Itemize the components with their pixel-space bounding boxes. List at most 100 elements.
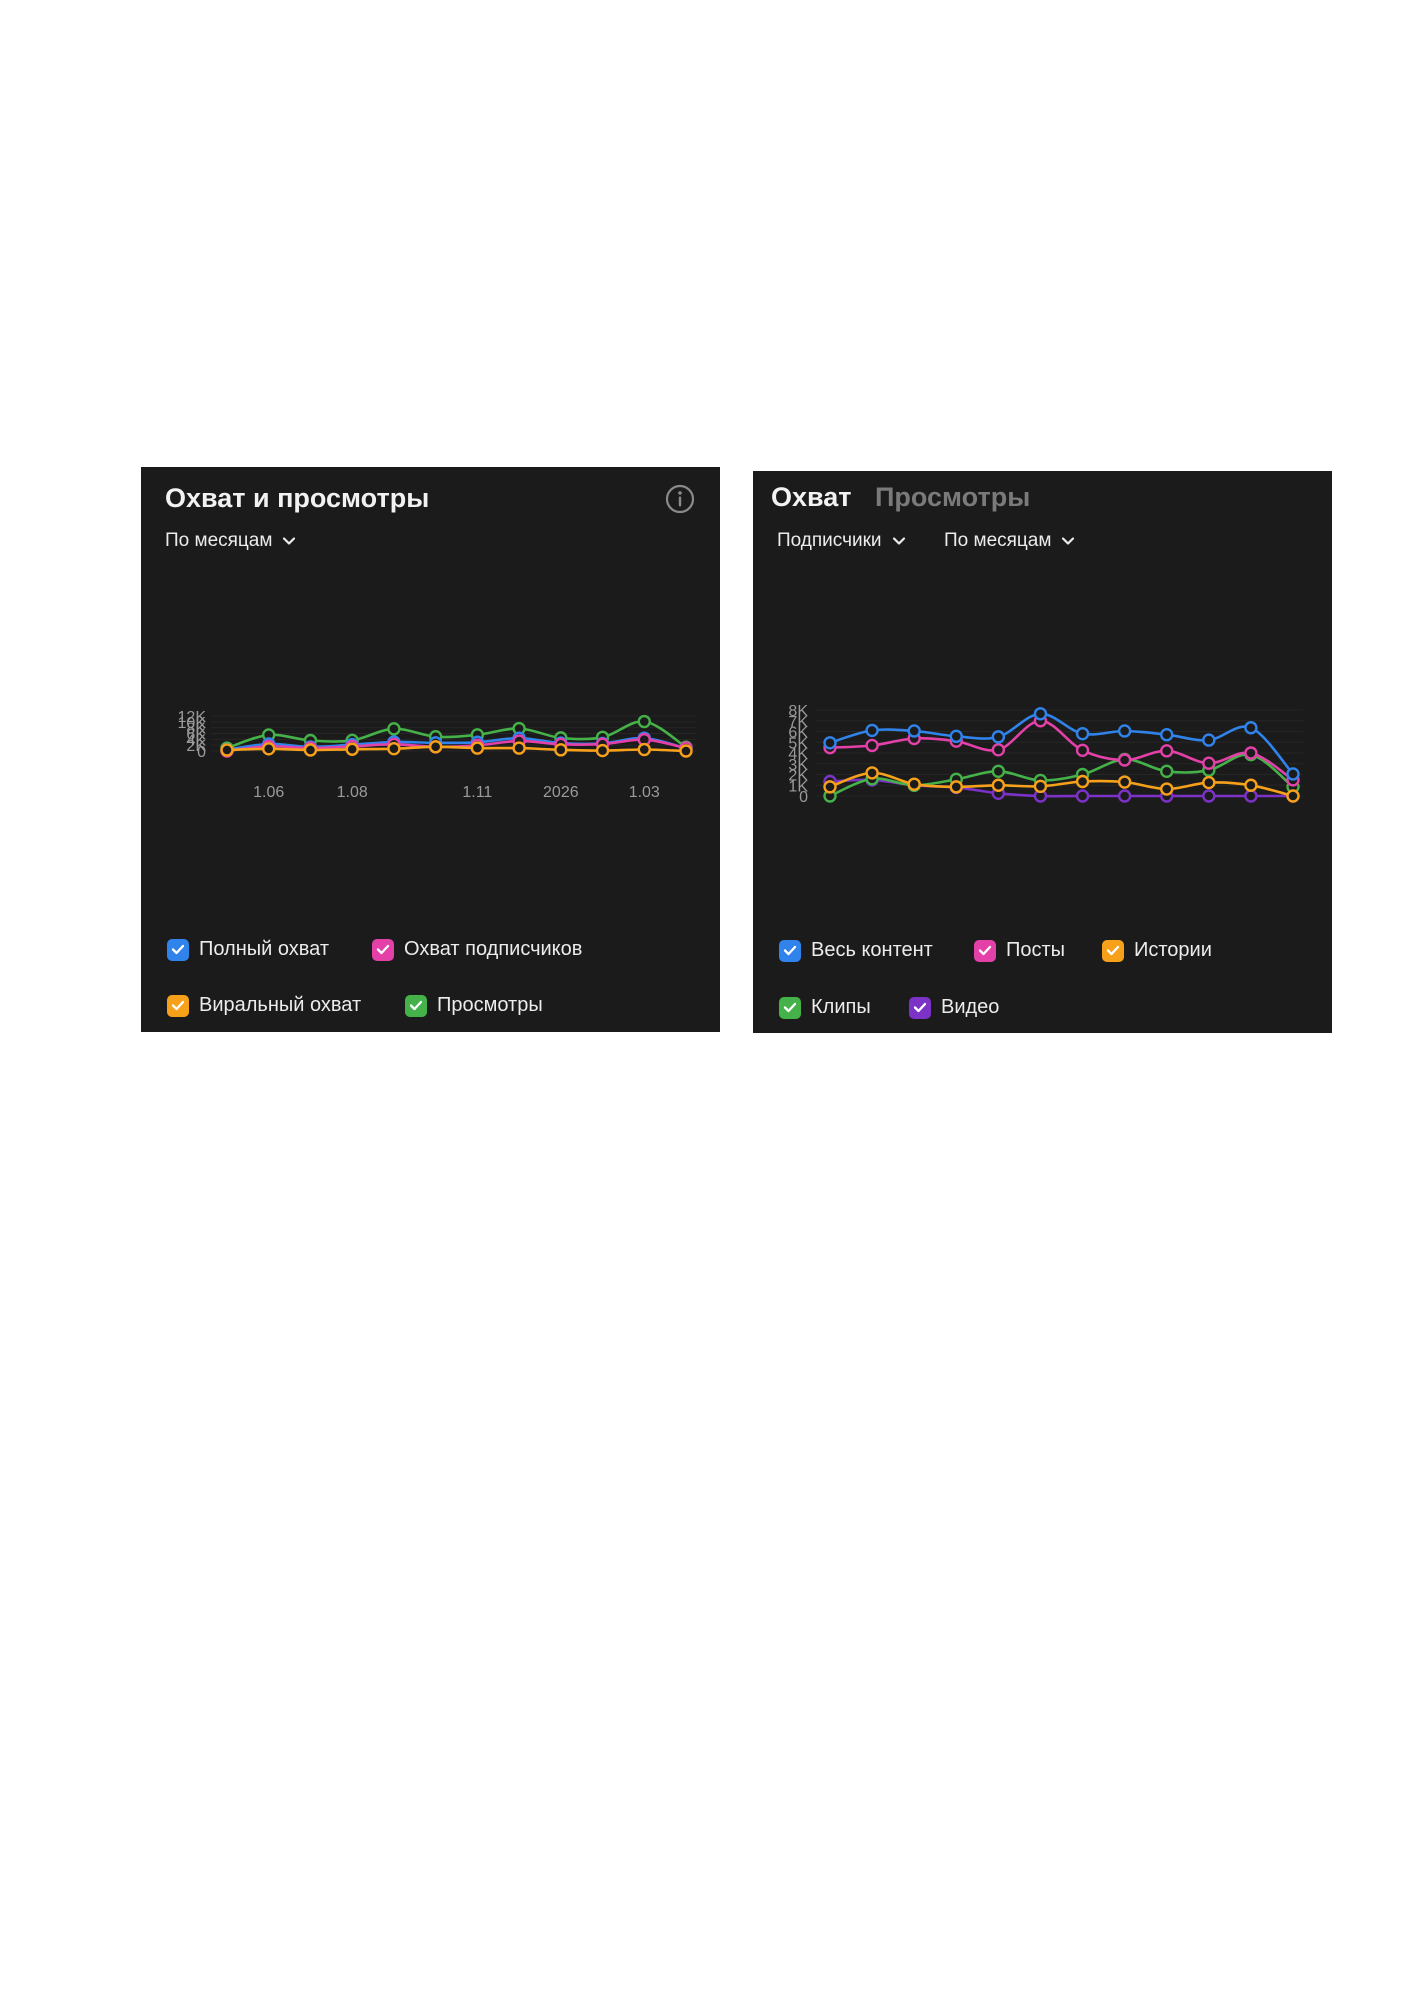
data-point — [1202, 756, 1216, 770]
data-point — [1075, 726, 1090, 741]
legend-label: Весь контент — [811, 939, 933, 961]
y-tick-label: 2K — [788, 768, 808, 785]
legend-item-video[interactable]: Видео — [909, 996, 999, 1019]
y-tick-label: 1K — [788, 778, 808, 795]
legend-label: Посты — [1006, 939, 1066, 961]
checkbox[interactable] — [779, 996, 801, 1019]
period-dropdown[interactable]: По месяцам — [165, 530, 296, 552]
tab-reach[interactable]: Охват — [771, 482, 852, 512]
legend-item-clips[interactable]: Клипы — [779, 996, 871, 1019]
checkbox[interactable] — [974, 939, 996, 962]
legend-label: Просмотры — [437, 994, 543, 1016]
check-icon — [783, 1002, 797, 1013]
data-point — [865, 738, 879, 753]
legend-item-viral-reach[interactable]: Виральный охват — [167, 994, 361, 1017]
tab-views[interactable]: Просмотры — [875, 482, 1031, 512]
chevron-down-icon — [283, 537, 296, 545]
data-point — [1117, 789, 1132, 803]
check-icon — [783, 945, 797, 956]
legend-item-posts[interactable]: Посты — [974, 939, 1065, 962]
x-tick-label: 1.11 — [462, 784, 492, 801]
checkbox[interactable] — [167, 994, 189, 1017]
check-icon — [171, 944, 185, 955]
data-point — [1117, 753, 1132, 767]
data-point — [823, 736, 837, 750]
y-tick-label: 8K — [186, 721, 206, 738]
data-point — [1075, 789, 1090, 803]
legend-item-stories[interactable]: Истории — [1102, 939, 1212, 962]
data-point — [991, 730, 1006, 744]
data-point — [303, 743, 318, 757]
data-point — [1033, 779, 1048, 794]
check-icon — [376, 944, 390, 955]
data-point — [1244, 778, 1258, 792]
checkbox[interactable] — [1102, 939, 1124, 962]
period-dropdown-label: По месяцам — [165, 530, 273, 551]
data-point — [1160, 744, 1174, 758]
check-icon — [1106, 945, 1120, 956]
data-point — [949, 729, 963, 744]
data-point — [1075, 743, 1090, 758]
data-point — [907, 777, 921, 791]
data-point — [1075, 774, 1090, 789]
data-point — [470, 741, 485, 755]
data-point — [679, 744, 693, 758]
data-point — [907, 724, 921, 738]
data-point — [991, 764, 1006, 778]
data-point — [637, 742, 651, 757]
legend-item-views[interactable]: Просмотры — [405, 994, 543, 1017]
y-tick-label: 3K — [788, 757, 808, 774]
checkbox[interactable] — [779, 939, 801, 962]
checkbox[interactable] — [405, 994, 427, 1017]
data-point — [262, 742, 276, 756]
y-tick-label: 5K — [788, 735, 808, 752]
panel-title: Охват и просмотры — [165, 483, 430, 513]
check-icon — [913, 1002, 927, 1013]
data-point — [991, 778, 1006, 792]
legend-label: Охват подписчиков — [404, 938, 583, 960]
data-point — [1202, 789, 1216, 803]
period-dropdown-label: По месяцам — [944, 530, 1052, 551]
data-point — [1244, 789, 1258, 803]
y-tick-label: 10K — [178, 715, 207, 732]
data-point — [554, 743, 568, 757]
data-point — [1286, 767, 1300, 781]
checkbox[interactable] — [909, 996, 931, 1019]
x-tick-label: 1.03 — [629, 784, 660, 801]
legend-item-subscriber-reach[interactable]: Охват подписчиков — [372, 938, 582, 961]
data-point — [1160, 782, 1174, 796]
chevron-down-icon — [892, 537, 905, 545]
period-dropdown[interactable]: По месяцам — [944, 530, 1075, 552]
data-point — [428, 740, 443, 754]
data-point — [1202, 733, 1216, 747]
chevron-down-icon — [1062, 537, 1075, 545]
data-point — [345, 742, 359, 756]
reach-views-panel: Охват и просмотры По месяцам 0 2K 4K 6K 8K 10… — [141, 467, 720, 1032]
data-point — [991, 743, 1006, 757]
data-point — [949, 780, 963, 794]
legend-label: Виральный охват — [199, 994, 362, 1016]
y-tick-label: 6K — [186, 727, 206, 744]
x-tick-label: 2026 — [543, 784, 579, 801]
y-tick-label: 12K — [178, 709, 207, 726]
data-point — [387, 741, 401, 756]
y-tick-label: 4K — [788, 746, 808, 763]
audience-dropdown[interactable]: Подписчики — [777, 530, 906, 552]
info-icon[interactable] — [664, 483, 696, 515]
data-point — [637, 714, 651, 729]
legend-label: Истории — [1134, 939, 1212, 961]
checkbox[interactable] — [167, 938, 189, 961]
data-point — [512, 741, 526, 755]
data-point — [1160, 728, 1174, 742]
checkbox[interactable] — [372, 938, 394, 961]
y-tick-label: 8K — [788, 703, 808, 720]
legend-item-total-reach[interactable]: Полный охват — [167, 938, 329, 961]
data-point — [595, 743, 610, 758]
data-point — [1286, 789, 1300, 803]
data-point — [823, 780, 837, 794]
y-tick-label: 0 — [799, 789, 808, 806]
legend-item-all-content[interactable]: Весь контент — [779, 939, 933, 962]
y-tick-label: 2K — [186, 738, 206, 755]
